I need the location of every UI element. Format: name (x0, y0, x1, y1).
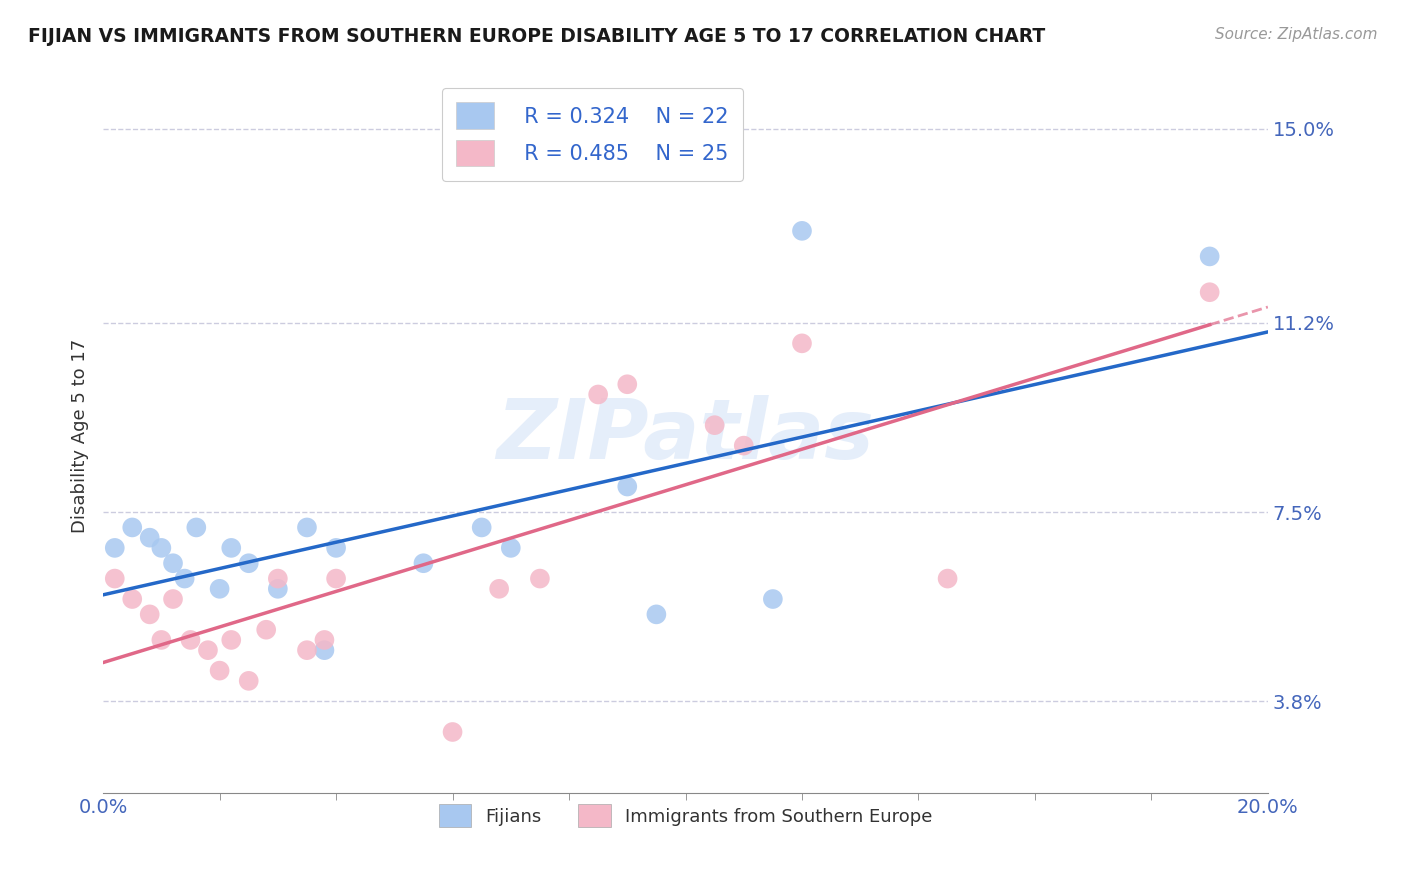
Point (790, 336, 813, 351)
Point (104, 541, 127, 555)
Point (197, 643, 219, 657)
Point (138, 607, 160, 622)
Point (121, 520, 143, 534)
Point (616, 377, 638, 392)
Point (219, 632, 242, 647)
Point (325, 572, 347, 586)
Point (179, 632, 201, 647)
Point (162, 592, 184, 607)
Point (254, 623, 277, 637)
Point (295, 520, 318, 534)
Point (645, 607, 668, 622)
Point (703, 418, 725, 433)
Text: ZIPatlas: ZIPatlas (496, 395, 875, 476)
Point (488, 582, 510, 596)
Point (733, 439, 755, 453)
Point (208, 664, 231, 678)
Point (499, 541, 522, 555)
Point (186, 520, 208, 534)
Point (314, 632, 336, 647)
Point (238, 556, 260, 570)
Point (325, 541, 347, 555)
Point (314, 643, 336, 657)
Point (219, 541, 242, 555)
Point (471, 520, 494, 534)
Point (267, 582, 290, 596)
Point (238, 673, 260, 688)
Point (150, 632, 173, 647)
Point (762, 592, 785, 607)
Legend: Fijians, Immigrants from Southern Europe: Fijians, Immigrants from Southern Europe (432, 797, 939, 834)
Point (529, 572, 551, 586)
Point (104, 572, 127, 586)
Point (412, 556, 434, 570)
Point (616, 479, 638, 493)
Point (208, 582, 231, 596)
Point (586, 387, 609, 401)
Point (1198, 285, 1220, 300)
Text: Source: ZipAtlas.com: Source: ZipAtlas.com (1215, 27, 1378, 42)
Point (267, 572, 290, 586)
Text: FIJIAN VS IMMIGRANTS FROM SOUTHERN EUROPE DISABILITY AGE 5 TO 17 CORRELATION CHA: FIJIAN VS IMMIGRANTS FROM SOUTHERN EUROP… (28, 27, 1046, 45)
Point (138, 531, 160, 545)
Point (295, 643, 318, 657)
Point (150, 541, 173, 555)
Point (162, 556, 184, 570)
Point (121, 592, 143, 607)
Point (173, 572, 195, 586)
Point (936, 572, 959, 586)
Point (1198, 249, 1220, 263)
Point (790, 224, 813, 238)
Point (441, 725, 464, 739)
Y-axis label: Disability Age 5 to 17: Disability Age 5 to 17 (72, 338, 89, 533)
